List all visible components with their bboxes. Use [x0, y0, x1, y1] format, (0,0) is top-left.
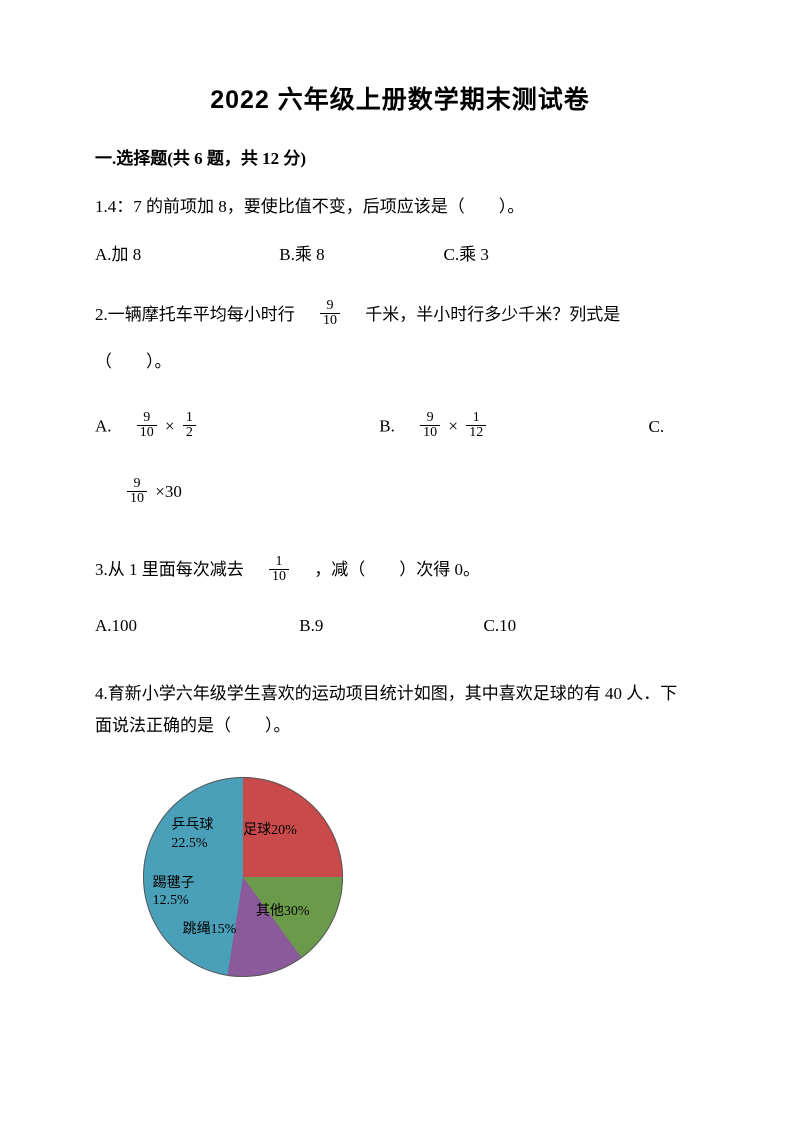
fraction: 9 10 [137, 411, 157, 440]
q2c-tail: ×30 [155, 482, 182, 501]
q1-text: 1.4：7 的前项加 8，要使比值不变，后项应该是（ ）。 [95, 193, 705, 222]
fraction: 9 10 [127, 477, 147, 506]
fraction-numerator: 9 [420, 411, 440, 426]
page-title: 2022 六年级上册数学期末测试卷 [95, 80, 705, 116]
opt-label: A. [95, 417, 129, 436]
q3-pre: 3.从 1 里面每次减去 [95, 560, 261, 579]
q2-option-a: A. 9 10 × 1 2 [95, 413, 375, 442]
q1-option-c: C.乘 3 [444, 240, 489, 265]
q1-options: A.加 8 B.乘 8 C.乘 3 [95, 240, 705, 265]
fraction-numerator: 9 [320, 299, 340, 314]
q3-frac: 1 10 [269, 555, 289, 584]
document-page: 2022 六年级上册数学期末测试卷 一.选择题(共 6 题，共 12 分) 1.… [0, 0, 800, 1131]
pie-slice-label: 乒乓球22.5% [171, 817, 213, 852]
q2-option-c-label: C. [649, 417, 665, 437]
q2-text: 2.一辆摩托车平均每小时行 9 10 千米，半小时行多少千米？列式是 [95, 301, 705, 331]
pie-slice-label: 足球20% [243, 822, 297, 840]
q2-option-b: B. 9 10 × 1 12 [379, 413, 644, 442]
fraction-denominator: 10 [320, 314, 340, 328]
q3-option-a: A.100 [95, 616, 295, 636]
section-header: 一.选择题(共 6 题，共 12 分) [95, 144, 705, 169]
q2-pre: 2.一辆摩托车平均每小时行 [95, 305, 312, 324]
q4-line2: 面说法正确的是（ ）。 [95, 712, 705, 741]
fraction-denominator: 10 [127, 492, 147, 506]
opt-label: B. [379, 417, 412, 436]
times-op: × [165, 417, 179, 436]
pie-chart: 足球20% 其他30% 跳绳15% 踢毽子12.5% 乒乓球22.5% [95, 769, 385, 994]
fraction-denominator: 10 [269, 570, 289, 584]
fraction-numerator: 9 [127, 477, 147, 492]
q3-options: A.100 B.9 C.10 [95, 616, 705, 636]
fraction-denominator: 12 [466, 426, 486, 440]
q2-options-row1: A. 9 10 × 1 2 B. 9 10 × 1 12 C. [95, 413, 705, 442]
q1-option-b: B.乘 8 [279, 240, 439, 265]
fraction-denominator: 10 [420, 426, 440, 440]
fraction: 9 10 [420, 411, 440, 440]
q3-post: ，减（ ）次得 0。 [297, 560, 480, 579]
q2-frac: 9 10 [320, 299, 340, 328]
fraction-numerator: 9 [137, 411, 157, 426]
pie-slice-label: 踢毽子12.5% [153, 875, 195, 910]
q2-paren: （ ）。 [95, 348, 705, 377]
q3-text: 3.从 1 里面每次减去 1 10 ，减（ ）次得 0。 [95, 556, 705, 586]
q3-option-b: B.9 [299, 616, 479, 636]
q4-line1: 4.育新小学六年级学生喜欢的运动项目统计如图，其中喜欢足球的有 40 人．下 [95, 680, 705, 709]
q2-post: 千米，半小时行多少千米？列式是 [348, 305, 620, 324]
pie-slice-label: 跳绳15% [183, 921, 237, 939]
fraction-denominator: 10 [137, 426, 157, 440]
fraction-numerator: 1 [466, 411, 486, 426]
q1-option-a: A.加 8 [95, 240, 275, 265]
fraction: 1 12 [466, 411, 486, 440]
pie-slice-label: 其他30% [256, 903, 310, 921]
fraction: 1 2 [183, 411, 196, 440]
q2-option-c-body: 9 10 ×30 [123, 478, 705, 508]
fraction-numerator: 1 [269, 555, 289, 570]
fraction-denominator: 2 [183, 426, 196, 440]
times-op: × [448, 417, 462, 436]
q3-option-c: C.10 [484, 616, 517, 636]
fraction-numerator: 1 [183, 411, 196, 426]
